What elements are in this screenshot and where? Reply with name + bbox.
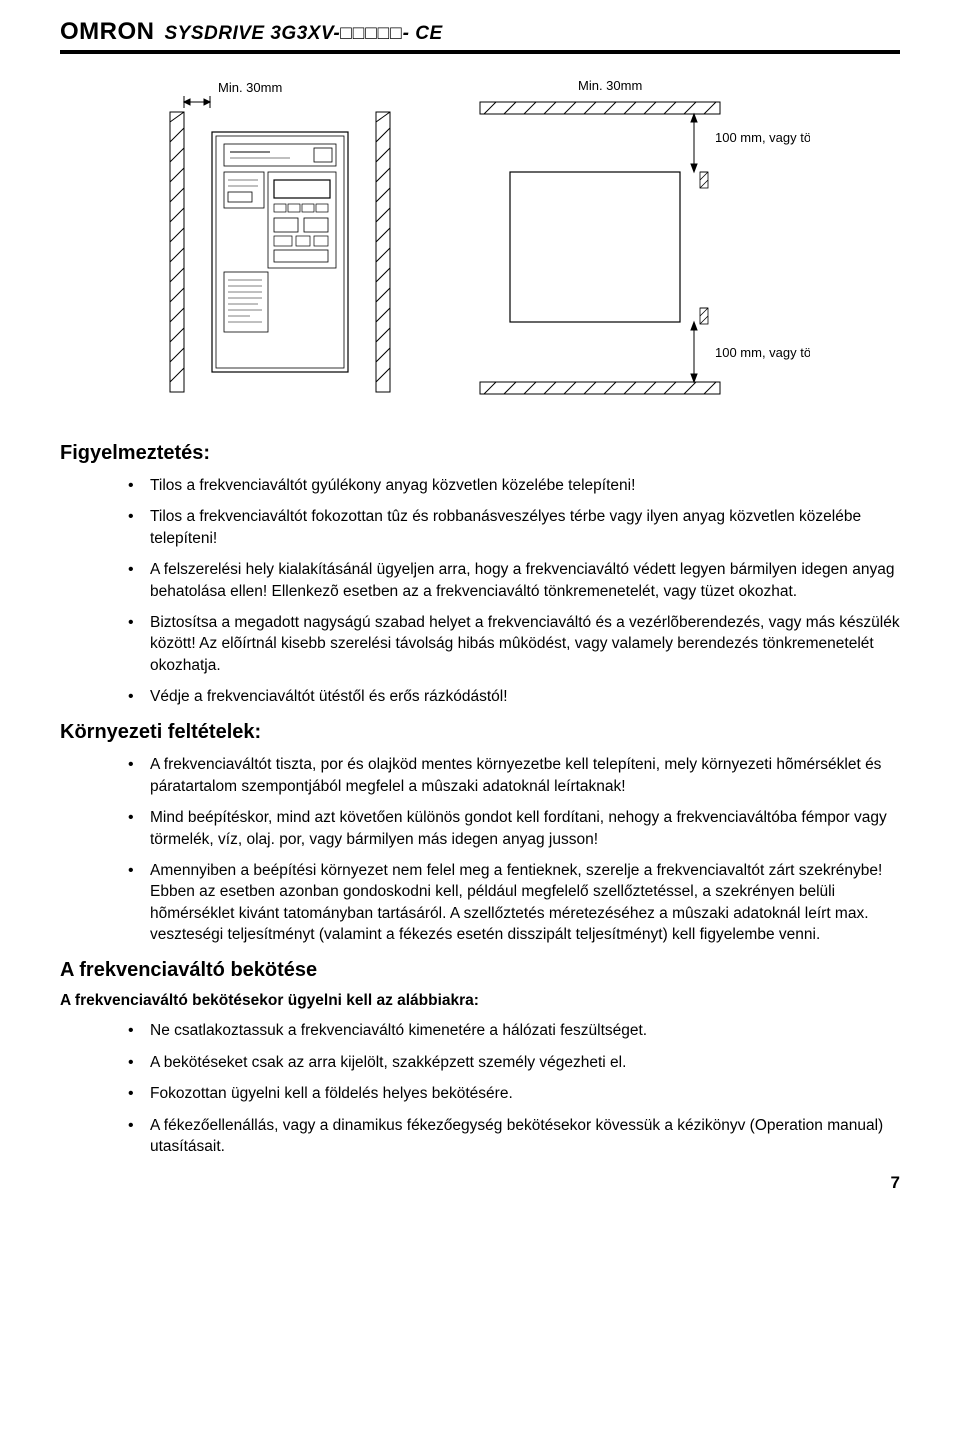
hatch-right [376,112,390,392]
hatch-top [480,102,720,114]
page-header: OMRON SYSDRIVE 3G3XV-□□□□□- CE [60,18,900,54]
hatch-left [170,112,184,392]
list-item: A fékezőellenállás, vagy a dinamikus fék… [120,1115,900,1158]
hatch-bottom [480,382,720,394]
model-prefix: SYSDRIVE 3G3XV- [165,23,341,44]
list-item: Biztosítsa a megadott nagyságú szabad he… [120,612,900,676]
diagram-right-side-top: 100 mm, vagy több [715,130,810,145]
list-item: Védje a frekvenciaváltót ütéstől és erős… [120,686,900,707]
list-item: A frekvenciaváltót tiszta, por és olajkö… [120,754,900,797]
list-item: Tilos a frekvenciaváltót fokozottan tûz … [120,506,900,549]
list-item: Ne csatlakoztassuk a frekvenciaváltó kim… [120,1020,900,1041]
page: OMRON SYSDRIVE 3G3XV-□□□□□- CE Min. 30mm [0,0,960,1201]
warning-list: Tilos a frekvenciaváltót gyúlékony anyag… [120,475,900,707]
list-item: A bekötéseket csak az arra kijelölt, sza… [120,1052,900,1073]
list-item: Fokozottan ügyelni kell a földelés helye… [120,1083,900,1104]
section-title-env: Környezeti feltételek: [60,721,900,744]
wiring-list: Ne csatlakoztassuk a frekvenciaváltó kim… [120,1020,900,1157]
section-title-wiring: A frekvenciaváltó bekötése [60,959,900,982]
wiring-subtitle: A frekvenciaváltó bekötésekor ügyelni ke… [60,992,900,1010]
model-suffix: - CE [403,23,443,44]
section-title-warning: Figyelmeztetés: [60,442,900,465]
list-item: A felszerelési hely kialakításánál ügyel… [120,559,900,602]
diagram-left-label: Min. 30mm [218,80,282,95]
dim-top [691,114,697,172]
env-list: A frekvenciaváltót tiszta, por és olajkö… [120,754,900,945]
dim-bottom [691,322,697,382]
mount-marks [700,172,708,324]
model-label: SYSDRIVE 3G3XV-□□□□□- CE [165,23,443,45]
diagram-right-top-label: Min. 30mm [578,78,642,93]
list-item: Tilos a frekvenciaváltót gyúlékony anyag… [120,475,900,496]
clearance-diagram: Min. 30mm [60,72,900,412]
model-boxes: □□□□□ [340,23,402,44]
dim-arrows-left [184,96,210,108]
list-item: Mind beépítéskor, mind azt követően külö… [120,807,900,850]
diagram-right: Min. 30mm [450,72,810,412]
device-outline [510,172,680,322]
diagram-left: Min. 30mm [150,72,410,412]
page-number: 7 [891,1173,900,1193]
diagram-right-side-bottom: 100 mm, vagy több [715,345,810,360]
list-item: Amennyiben a beépítési környezet nem fel… [120,860,900,946]
brand-label: OMRON [60,18,155,46]
inverter-icon [212,132,348,372]
